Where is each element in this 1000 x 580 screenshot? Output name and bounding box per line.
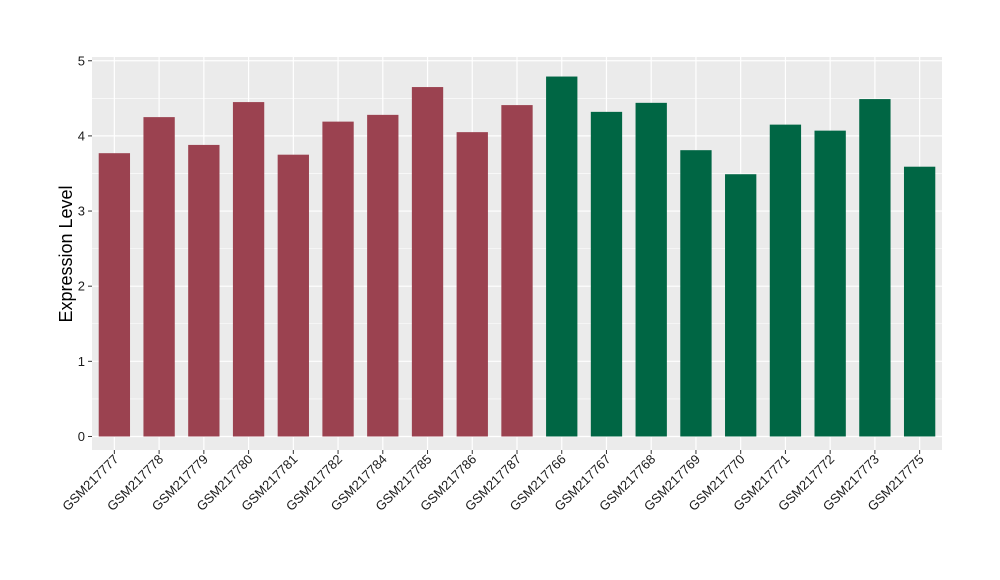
bar-GSM217769 — [680, 150, 712, 437]
bar-GSM217773 — [859, 99, 891, 437]
y-tick-label: 1 — [78, 354, 85, 369]
y-tick-label: 2 — [78, 279, 85, 294]
bar-GSM217772 — [814, 130, 846, 437]
bar-GSM217771 — [769, 124, 802, 437]
bar-GSM217781 — [277, 154, 309, 437]
y-tick-label: 0 — [78, 429, 85, 444]
bar-GSM217779 — [188, 144, 220, 437]
bar-GSM217780 — [232, 102, 265, 437]
bar-GSM217770 — [725, 174, 757, 437]
y-axis: 0 1 2 3 4 5 — [78, 53, 92, 444]
bar-GSM217775 — [903, 166, 936, 437]
bar-GSM217777 — [98, 153, 131, 437]
y-tick-label: 5 — [78, 53, 85, 68]
bar-GSM217784 — [367, 114, 399, 437]
y-tick-label: 4 — [78, 128, 85, 143]
bar-GSM217766 — [546, 76, 578, 437]
bars — [98, 76, 936, 437]
x-axis: GSM217777GSM217778GSM217779GSM217780GSM2… — [59, 450, 927, 514]
bar-GSM217778 — [143, 117, 175, 437]
bar-GSM217768 — [635, 102, 667, 437]
bar-GSM217787 — [501, 105, 533, 437]
bar-GSM217785 — [411, 87, 444, 437]
y-axis-title: Expression Level — [56, 185, 76, 322]
bar-GSM217786 — [456, 132, 488, 437]
bar-GSM217782 — [322, 121, 354, 437]
y-tick-label: 3 — [78, 204, 85, 219]
bar-GSM217767 — [590, 111, 623, 437]
